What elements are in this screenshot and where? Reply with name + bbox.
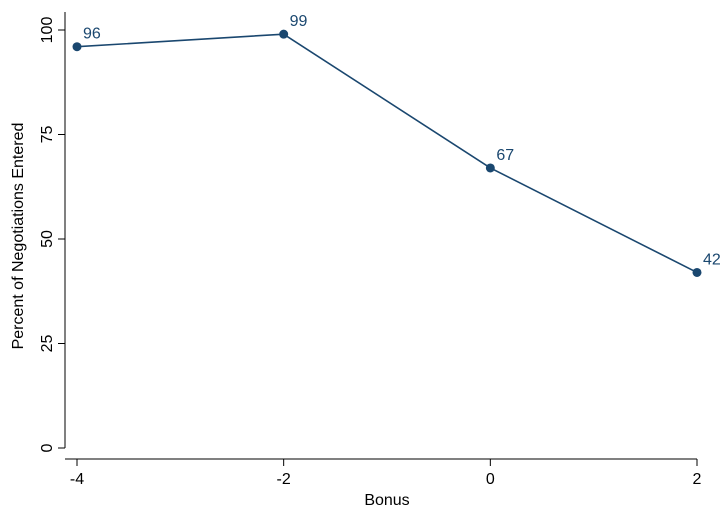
data-point — [485, 163, 495, 173]
y-axis-title: Percent of Negotiations Entered — [10, 123, 27, 350]
y-tick-label: 100 — [39, 17, 56, 44]
data-point — [72, 42, 82, 52]
x-axis-ticks: -4 -2 0 2 — [70, 459, 702, 488]
data-label: 42 — [703, 251, 721, 268]
y-tick-label: 0 — [39, 443, 56, 452]
x-tick-label: -2 — [277, 471, 291, 488]
x-tick-label: -4 — [70, 471, 84, 488]
series-line — [76, 33, 698, 274]
data-label: 67 — [496, 147, 514, 164]
data-label: 99 — [290, 13, 308, 30]
y-tick-label: 25 — [39, 335, 56, 353]
data-point — [692, 267, 702, 277]
axes — [64, 12, 697, 460]
y-tick-label: 75 — [39, 126, 56, 144]
data-label: 96 — [83, 26, 101, 43]
x-tick-label: 2 — [693, 471, 702, 488]
y-tick-label: 50 — [39, 230, 56, 248]
x-axis-title: Bonus — [364, 492, 409, 509]
y-axis-ticks: 0 25 50 75 100 — [39, 17, 65, 452]
x-tick-label: 0 — [486, 471, 495, 488]
series: 96 99 67 42 — [72, 13, 721, 277]
data-point — [279, 29, 289, 39]
